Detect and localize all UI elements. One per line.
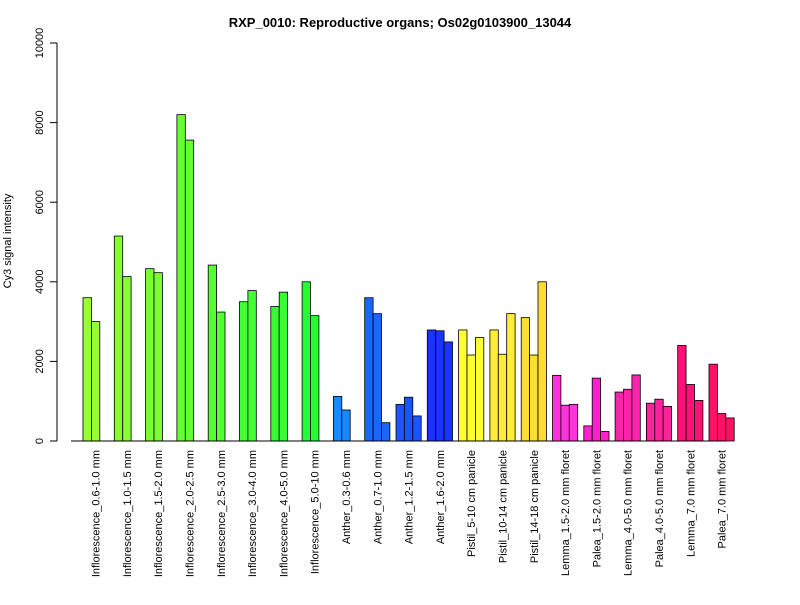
bar [614, 391, 624, 442]
bar [600, 431, 610, 442]
y-tick-label: 2000 [34, 349, 46, 373]
x-category-label: Anther_1.2-1.5 mm [404, 450, 416, 544]
bar [568, 403, 579, 442]
x-category-label: Inflorescence_4.0-5.0 mm [278, 450, 290, 577]
x-category-label: Inflorescence_5.0-10 mm [310, 450, 322, 574]
bar [278, 291, 289, 442]
bar [708, 363, 718, 442]
bar [270, 306, 280, 442]
bar [520, 317, 531, 442]
bar [82, 297, 92, 442]
x-category-label: Palea_7.0 mm floret [717, 450, 729, 548]
bar [646, 402, 656, 442]
bar [552, 374, 562, 442]
x-category-label: Anther_0.7-1.0 mm [372, 450, 384, 544]
y-axis: 0 2000 4000 6000 8000 10000 [34, 28, 58, 444]
category-labels: Inflorescence_0.6-1.0 mm Inflorescence_1.… [91, 450, 729, 577]
x-category-label: Pistil_14-18 cm panicle [529, 450, 541, 563]
x-category-label: Pistil_5-10 cm panicle [466, 450, 478, 557]
bar [725, 417, 735, 442]
x-category-label: Anther_1.6-2.0 mm [435, 450, 447, 544]
x-category-label: Inflorescence_3.0-4.0 mm [247, 450, 259, 577]
bar [176, 114, 186, 442]
bar [560, 404, 570, 442]
bar [332, 396, 343, 442]
bar [631, 374, 641, 442]
y-tick-label: 6000 [34, 190, 46, 214]
x-category-label: Palea_1.5-2.0 mm floret [591, 450, 603, 567]
x-category-label: Pistil_10-14 cm panicle [498, 450, 510, 563]
bar [435, 330, 445, 442]
bar [443, 341, 453, 442]
x-category-label: Lemma_4.0-5.0 mm floret [623, 450, 635, 576]
bar [301, 281, 311, 442]
bar [341, 409, 351, 442]
bar [489, 329, 499, 442]
bar [591, 377, 602, 442]
bar [364, 297, 374, 442]
bar [677, 345, 687, 442]
bar [458, 329, 468, 442]
bar [239, 301, 249, 442]
x-category-label: Inflorescence_1.0-1.5 mm [122, 450, 134, 577]
bars-group [82, 114, 735, 442]
bar [184, 139, 195, 442]
y-tick-label: 4000 [34, 270, 46, 294]
bar [506, 313, 516, 442]
bar [623, 388, 633, 442]
bar [537, 281, 547, 442]
x-category-label: Lemma_1.5-2.0 mm floret [560, 450, 572, 576]
x-category-label: Inflorescence_2.5-3.0 mm [216, 450, 228, 577]
bar [583, 425, 593, 442]
y-tick-label: 10000 [34, 28, 46, 59]
bar [381, 422, 391, 442]
x-category-label: Anther_0.3-0.6 mm [341, 450, 353, 544]
x-category-label: Inflorescence_0.6-1.0 mm [91, 450, 103, 577]
bar [694, 399, 704, 442]
x-category-label: Palea_4.0-5.0 mm floret [654, 450, 666, 567]
bar [372, 313, 382, 442]
bar [113, 235, 124, 442]
bar [216, 311, 226, 442]
bar [654, 398, 664, 442]
y-axis-label: Cy3 signal intensity [2, 193, 14, 288]
bar [466, 354, 476, 442]
bar [207, 264, 217, 442]
y-tick-label: 8000 [34, 110, 46, 134]
bar [426, 329, 437, 442]
bar [145, 268, 155, 442]
y-tick-label: 0 [34, 438, 46, 444]
x-category-label: Inflorescence_1.5-2.0 mm [153, 450, 165, 577]
bar [662, 405, 673, 442]
bar [474, 337, 485, 442]
bar [247, 290, 257, 442]
bar [717, 413, 727, 442]
bar [685, 384, 695, 442]
bar [310, 315, 320, 442]
bar [91, 321, 101, 442]
bar [412, 415, 422, 442]
bar [122, 276, 132, 442]
chart-title: RXP_0010: Reproductive organs; Os02g0103… [229, 15, 572, 30]
x-category-label: Lemma_7.0 mm floret [685, 450, 697, 557]
x-category-label: Inflorescence_2.0-2.5 mm [185, 450, 197, 577]
bar [153, 272, 163, 442]
bar [529, 354, 539, 442]
bar [403, 396, 414, 442]
bar [395, 403, 405, 442]
bar [497, 353, 508, 442]
